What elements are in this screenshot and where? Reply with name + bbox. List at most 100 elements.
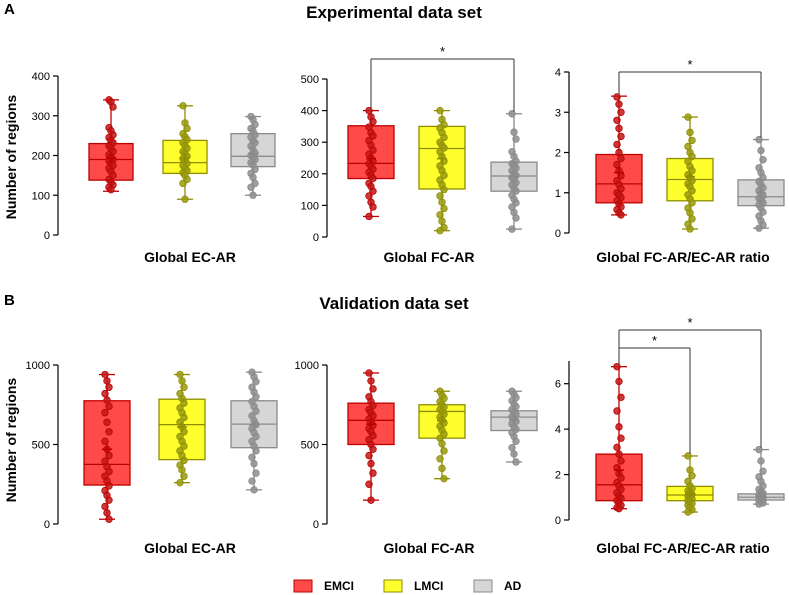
legend-swatch-lmci bbox=[383, 579, 403, 593]
data-point bbox=[615, 124, 623, 133]
y-tick-label: 0 bbox=[555, 515, 561, 527]
data-point bbox=[365, 212, 373, 221]
y-tick-label: 0 bbox=[313, 232, 319, 244]
data-point bbox=[250, 486, 258, 494]
data-point bbox=[613, 140, 621, 149]
data-point bbox=[367, 459, 375, 468]
data-point bbox=[252, 432, 260, 441]
data-point bbox=[617, 154, 625, 163]
data-point bbox=[688, 136, 696, 145]
data-point bbox=[248, 477, 256, 485]
data-point bbox=[436, 106, 444, 115]
legend-label-emci: EMCI bbox=[324, 579, 354, 593]
data-point bbox=[512, 437, 520, 446]
data-point bbox=[613, 93, 621, 101]
data-point bbox=[440, 171, 448, 180]
data-point bbox=[176, 478, 184, 487]
data-point bbox=[365, 192, 373, 200]
data-point bbox=[365, 451, 373, 460]
x-axis-label: Global FC-AR bbox=[384, 540, 475, 556]
y-tick-label: 1000 bbox=[295, 360, 319, 372]
data-point bbox=[755, 445, 763, 454]
data-point bbox=[617, 132, 625, 141]
data-point bbox=[617, 457, 625, 465]
panel-a-global-fc-ar: 0 100 200 300 400 500 * Global FC-AR bbox=[301, 44, 538, 265]
y-axis-label-b: Number of regions bbox=[3, 378, 19, 503]
data-point bbox=[183, 124, 191, 133]
data-point bbox=[178, 377, 186, 385]
y-tick-label: 500 bbox=[301, 74, 319, 86]
data-point bbox=[101, 389, 109, 398]
legend-label-lmci: LMCI bbox=[414, 579, 443, 593]
data-point bbox=[759, 156, 767, 164]
y-tick-label: 100 bbox=[32, 190, 50, 202]
data-point bbox=[369, 385, 377, 393]
data-point bbox=[617, 393, 625, 402]
data-point bbox=[508, 225, 516, 233]
data-point bbox=[755, 224, 763, 232]
data-point bbox=[107, 185, 115, 194]
data-point bbox=[369, 469, 377, 477]
data-point bbox=[250, 459, 258, 468]
section-a-letter: A bbox=[4, 1, 15, 18]
data-point bbox=[367, 377, 375, 385]
data-point bbox=[105, 383, 113, 391]
data-point bbox=[109, 103, 117, 111]
panel-a-fc-ec-ratio: 0 1 2 3 4 * Global FC-AR/EC-AR ratio bbox=[555, 57, 785, 265]
data-point bbox=[369, 132, 377, 140]
data-point bbox=[438, 440, 446, 448]
data-point bbox=[180, 399, 188, 407]
data-point bbox=[684, 113, 692, 121]
data-point bbox=[512, 135, 520, 143]
y-tick-label: 0 bbox=[555, 228, 561, 240]
y-tick-label: 500 bbox=[301, 440, 319, 452]
data-point bbox=[440, 447, 448, 455]
y-tick-label: 300 bbox=[301, 137, 319, 149]
data-point bbox=[367, 496, 375, 504]
data-point bbox=[508, 110, 516, 118]
y-tick-label: 0 bbox=[44, 230, 50, 242]
panel-b-global-ec-ar: 0 500 1000 Global EC-AR bbox=[26, 360, 278, 556]
data-point bbox=[105, 515, 113, 523]
section-b-title: Validation data set bbox=[319, 294, 469, 313]
data-point bbox=[176, 370, 184, 379]
data-point bbox=[686, 128, 694, 137]
data-point bbox=[369, 187, 377, 195]
data-point bbox=[436, 192, 444, 200]
data-point bbox=[105, 467, 113, 476]
data-point bbox=[248, 453, 256, 461]
x-axis-label: Global FC-AR bbox=[384, 249, 475, 265]
y-tick-label: 1 bbox=[555, 188, 561, 200]
data-point bbox=[686, 225, 694, 233]
legend-label-ad: AD bbox=[504, 579, 522, 593]
data-point bbox=[103, 396, 111, 404]
section-b-letter: B bbox=[4, 292, 15, 309]
data-point bbox=[369, 174, 377, 183]
data-point bbox=[615, 377, 623, 386]
data-point bbox=[365, 480, 373, 488]
data-point bbox=[180, 383, 188, 391]
data-point bbox=[615, 504, 623, 513]
data-point bbox=[613, 160, 621, 169]
data-point bbox=[178, 466, 186, 474]
data-point bbox=[247, 183, 255, 191]
data-point bbox=[252, 407, 260, 415]
data-point bbox=[436, 226, 444, 235]
data-point bbox=[105, 482, 113, 490]
x-axis-label: Global FC-AR/EC-AR ratio bbox=[596, 249, 769, 265]
data-point bbox=[617, 211, 625, 219]
y-tick-label: 3 bbox=[555, 107, 561, 119]
data-point bbox=[101, 437, 109, 446]
x-axis-label: Global EC-AR bbox=[144, 540, 236, 556]
data-point bbox=[613, 407, 621, 415]
data-point bbox=[101, 409, 109, 417]
data-point bbox=[617, 434, 625, 442]
data-point bbox=[686, 209, 694, 217]
data-point bbox=[440, 185, 448, 194]
y-tick-label: 4 bbox=[555, 67, 561, 79]
section-a-title: Experimental data set bbox=[306, 3, 482, 22]
data-point bbox=[103, 509, 111, 517]
y-tick-label: 2 bbox=[555, 148, 561, 160]
data-point bbox=[101, 502, 109, 511]
